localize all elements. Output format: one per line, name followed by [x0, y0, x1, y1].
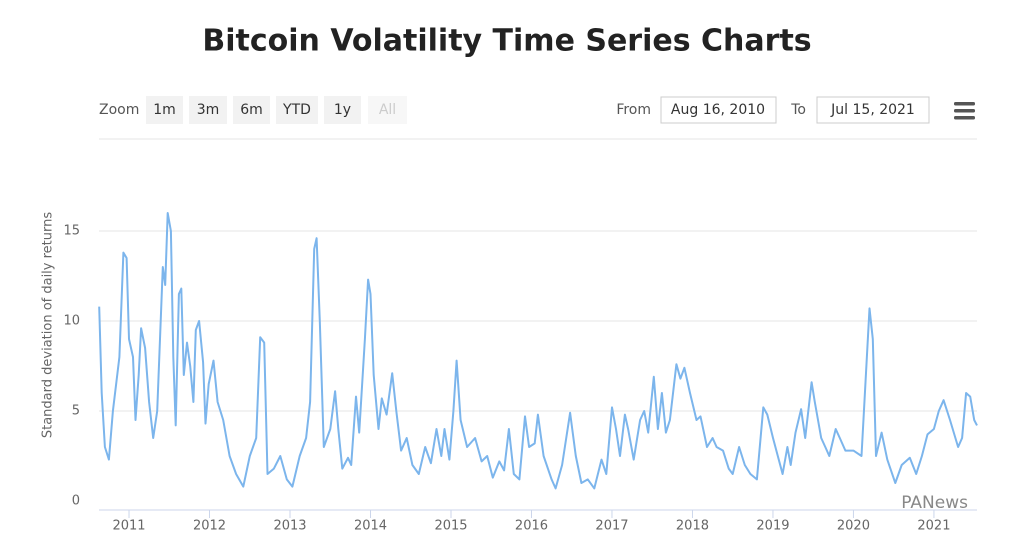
- data-line: [98, 212, 978, 490]
- to-value[interactable]: Jul 15, 2021: [830, 102, 915, 118]
- x-tick-label: 2017: [595, 519, 628, 534]
- x-tick-label: 2016: [515, 519, 548, 534]
- from-input[interactable]: [660, 96, 777, 124]
- y-axis-title: Standard deviation of daily returns: [41, 212, 56, 439]
- x-tick-label: 2013: [273, 519, 306, 534]
- watermark: PANews: [901, 493, 968, 513]
- zoom-button[interactable]: [146, 96, 183, 124]
- x-tick-label: 2015: [434, 519, 467, 534]
- zoom-button[interactable]: [324, 96, 361, 124]
- x-tick-label: 2019: [756, 519, 789, 534]
- zoom-button[interactable]: [233, 96, 270, 124]
- to-label: To: [790, 102, 806, 118]
- zoom-button-label[interactable]: All: [379, 102, 396, 118]
- y-tick-label: 10: [63, 314, 80, 329]
- zoom-buttons: 1m 3m 6m YTD 1y All: [146, 96, 407, 124]
- zoom-label: Zoom: [99, 102, 139, 118]
- from-label: From: [616, 102, 651, 118]
- x-tick-label: 2014: [354, 519, 387, 534]
- x-tick-label: 2021: [917, 519, 950, 534]
- zoom-button[interactable]: [189, 96, 227, 124]
- zoom-button[interactable]: [276, 96, 318, 124]
- menu-bar: [954, 109, 975, 113]
- y-tick-label: 5: [72, 404, 80, 419]
- menu-bar: [954, 116, 975, 120]
- zoom-button-label[interactable]: 1y: [334, 102, 351, 118]
- zoom-button-label[interactable]: 3m: [197, 102, 220, 118]
- x-tick-label: 2018: [676, 519, 709, 534]
- from-value[interactable]: Aug 16, 2010: [671, 102, 765, 118]
- menu-bar: [954, 102, 975, 106]
- y-tick-label: 15: [63, 224, 80, 239]
- x-tick-label: 2020: [837, 519, 870, 534]
- x-tick-label: 2011: [112, 519, 145, 534]
- to-input[interactable]: [816, 96, 930, 124]
- zoom-button-label[interactable]: YTD: [282, 102, 311, 118]
- y-tick-label: 0: [72, 494, 80, 509]
- x-tick-label: 2012: [193, 519, 226, 534]
- menu-button[interactable]: [954, 102, 975, 120]
- zoom-button-label[interactable]: 6m: [240, 102, 263, 118]
- chart-title: Bitcoin Volatility Time Series Charts: [202, 24, 811, 59]
- zoom-button-label[interactable]: 1m: [153, 102, 176, 118]
- zoom-button[interactable]: [368, 96, 407, 124]
